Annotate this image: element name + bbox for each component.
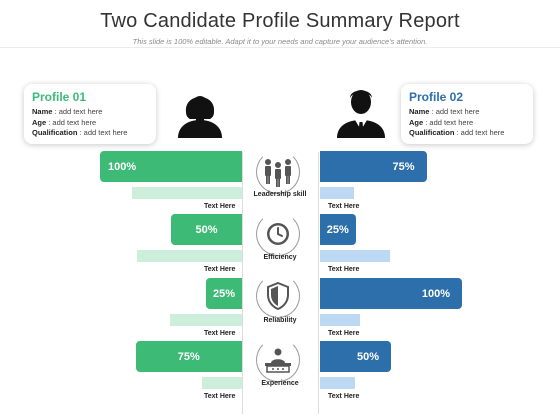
age-label: Age	[409, 117, 424, 127]
left-placeholder-bar	[202, 377, 242, 389]
reliability-icon-circle	[256, 274, 300, 318]
age-value: : add text here	[425, 117, 474, 127]
left-placeholder-bar	[132, 187, 242, 199]
right-bar-reliability: 100%	[320, 278, 462, 309]
page-title: Two Candidate Profile Summary Report	[100, 10, 460, 32]
left-caption: Text Here	[204, 266, 236, 273]
metric-label-efficiency: Efficiency	[263, 254, 297, 261]
profile-name-row: Name : add text here	[32, 107, 148, 118]
left-caption: Text Here	[204, 330, 236, 337]
leadership-icon-circle	[256, 150, 300, 194]
name-value: : add text here	[54, 107, 103, 116]
right-caption: Text Here	[328, 203, 360, 210]
title-divider	[0, 47, 560, 48]
profile-card-2: Profile 02 Name : add text here Age : ad…	[401, 84, 533, 144]
right-guide-line	[318, 152, 319, 414]
right-placeholder-bar	[320, 314, 360, 326]
left-bar-reliability: 25%	[206, 278, 242, 309]
right-caption: Text Here	[328, 266, 360, 273]
qualification-value: : add text here	[79, 128, 128, 137]
team-icon	[265, 159, 291, 187]
left-bar-experience: 75%	[135, 341, 242, 372]
clock-icon	[267, 223, 289, 245]
qualification-label: Qualification	[409, 128, 455, 137]
left-bar-leadership-skill: 100%	[100, 151, 242, 182]
profile-name-row: Name : add text here	[409, 107, 525, 118]
qualification-label: Qualification	[32, 128, 78, 137]
profile-age-row: Age : add text here	[32, 118, 148, 129]
name-label: Name	[32, 107, 53, 116]
name-value: : add text here	[431, 107, 480, 116]
right-bar-efficiency: 25%	[320, 214, 356, 245]
male-user-icon	[337, 90, 385, 138]
efficiency-icon-circle	[256, 212, 300, 256]
age-value: : add text here	[48, 117, 97, 127]
qualification-value: : add text here	[456, 128, 505, 137]
left-guide-line	[242, 152, 243, 414]
profile-title: Profile 01	[32, 90, 87, 104]
left-caption: Text Here	[204, 203, 236, 210]
female-user-icon	[178, 96, 222, 138]
right-bar-leadership-skill: 75%	[320, 151, 427, 182]
left-placeholder-bar	[170, 314, 242, 326]
right-placeholder-bar	[320, 250, 390, 262]
profile-title: Profile 02	[409, 90, 464, 104]
name-label: Name	[409, 107, 430, 116]
shield-icon	[267, 282, 289, 310]
experience-icon-circle	[256, 338, 300, 382]
right-placeholder-bar	[320, 377, 355, 389]
age-label: Age	[32, 117, 47, 127]
metric-label-experience: Experience	[261, 380, 299, 387]
right-bar-experience: 50%	[320, 341, 391, 372]
right-caption: Text Here	[328, 330, 360, 337]
page-subtitle: This slide is 100% editable. Adapt it to…	[132, 37, 428, 46]
left-caption: Text Here	[204, 393, 236, 400]
profile-qualification-row: Qualification : add text here	[409, 128, 525, 139]
right-caption: Text Here	[328, 393, 360, 400]
profile-age-row: Age : add text here	[409, 118, 525, 129]
right-placeholder-bar	[320, 187, 354, 199]
left-bar-efficiency: 50%	[171, 214, 242, 245]
metric-label-leadership: Leadership skill	[253, 191, 307, 198]
profile-card-1: Profile 01 Name : add text here Age : ad…	[24, 84, 156, 144]
profile-qualification-row: Qualification : add text here	[32, 128, 148, 139]
presenter-icon	[265, 348, 291, 373]
left-placeholder-bar	[137, 250, 242, 262]
metric-label-reliability: Reliability	[263, 317, 297, 324]
